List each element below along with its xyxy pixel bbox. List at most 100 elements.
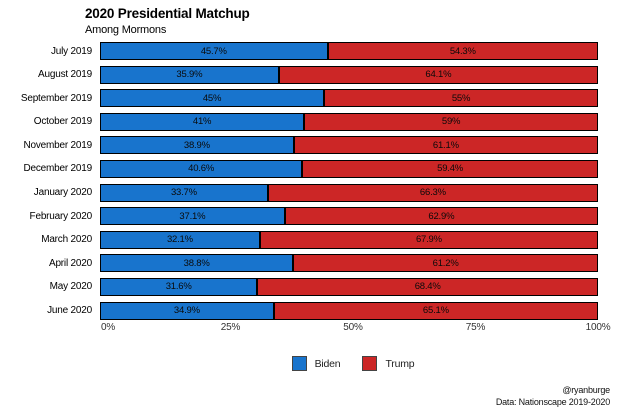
category-label: January 2020 [33, 187, 92, 199]
category-label: June 2020 [47, 305, 92, 317]
bar-segment-trump: 68.4% [257, 277, 598, 296]
bar-segment-trump: 55% [324, 89, 598, 108]
bar-value-label: 55% [451, 92, 471, 104]
bar-segment-biden: 45.7% [100, 42, 328, 60]
legend-swatch-trump [362, 356, 378, 371]
x-axis-tick-label: 75% [465, 322, 486, 333]
credit-text: @ryanburge [562, 385, 610, 395]
bar-segment-trump: 65.1% [273, 301, 598, 320]
stacked-bar: 40.6% 59.4% [100, 159, 598, 178]
x-axis-tick-label: 50% [343, 322, 363, 333]
chart-row: September 2019 45% 55% [0, 89, 598, 108]
x-axis: 0% 25% 50% 75% 100% [101, 322, 611, 336]
chart-row: December 2019 40.6% 59.4% [0, 159, 598, 178]
attribution: @ryanburge Data: Nationscape 2019-2020 [496, 384, 610, 408]
bar-value-label: 34.9% [173, 305, 200, 317]
legend: Biden Trump [108, 356, 598, 371]
category-label: March 2020 [41, 234, 92, 246]
bar-segment-trump: 66.3% [267, 183, 598, 202]
bar-segment-biden: 31.6% [100, 277, 258, 296]
chart-row: May 2020 31.6% 68.4% [0, 277, 598, 296]
category-label: May 2020 [49, 281, 93, 293]
bar-segment-trump: 59.4% [302, 159, 598, 178]
chart-row: March 2020 32.1% 67.9% [0, 230, 598, 249]
bar-segment-biden: 40.6% [100, 159, 303, 178]
bar-value-label: 61.1% [432, 139, 459, 151]
bar-segment-trump: 62.9% [284, 207, 598, 226]
category-label: October 2019 [33, 116, 92, 128]
category-label: December 2019 [23, 163, 92, 175]
stacked-bar: 33.7% 66.3% [100, 183, 598, 202]
legend-label: Biden [314, 357, 341, 370]
bar-value-label: 31.6% [165, 281, 192, 293]
stacked-bar: 45% 55% [100, 89, 598, 108]
bar-value-label: 64.1% [425, 69, 452, 81]
x-axis-tick-label: 100% [585, 322, 611, 333]
chart-title: 2020 Presidential Matchup [85, 6, 250, 21]
bar-segment-biden: 35.9% [100, 65, 279, 84]
stacked-bar: 34.9% 65.1% [100, 301, 598, 320]
bar-segment-biden: 33.7% [100, 183, 268, 202]
bar-value-label: 37.1% [179, 210, 206, 222]
x-axis-tick-label: 25% [220, 322, 241, 333]
category-label: April 2020 [48, 257, 92, 269]
bar-value-label: 61.2% [432, 257, 459, 269]
category-label: August 2019 [38, 69, 92, 81]
chart-row: February 2020 37.1% 62.9% [0, 207, 598, 226]
bar-value-label: 38.8% [183, 257, 210, 269]
bar-value-label: 40.6% [188, 163, 215, 175]
stacked-bar: 37.1% 62.9% [100, 207, 598, 226]
bar-segment-trump: 61.2% [293, 254, 598, 273]
chart-subtitle: Among Mormons [85, 24, 167, 36]
bar-segment-trump: 64.1% [278, 65, 598, 84]
bar-value-label: 41% [192, 116, 212, 128]
bar-value-label: 65.1% [422, 305, 449, 317]
bar-value-label: 62.9% [428, 210, 455, 222]
bar-value-label: 33.7% [170, 187, 197, 199]
bar-segment-trump: 67.9% [259, 230, 598, 249]
x-axis-tick-label: 0% [100, 322, 116, 333]
bar-segment-biden: 45% [100, 89, 325, 108]
chart-row: June 2020 34.9% 65.1% [0, 301, 598, 320]
category-label: July 2019 [50, 45, 92, 57]
bar-value-label: 45.7% [200, 45, 227, 57]
bar-segment-trump: 61.1% [293, 136, 598, 155]
bar-value-label: 68.4% [414, 281, 441, 293]
bar-value-label: 35.9% [176, 69, 203, 81]
chart-row: October 2019 41% 59% [0, 112, 598, 131]
bar-value-label: 54.3% [449, 45, 476, 57]
bar-value-label: 59.4% [437, 163, 464, 175]
legend-item-trump: Trump [362, 356, 415, 371]
chart-row: November 2019 38.9% 61.1% [0, 136, 598, 155]
legend-item-biden: Biden [291, 356, 341, 371]
bar-value-label: 32.1% [166, 234, 193, 246]
bar-value-label: 38.9% [183, 139, 210, 151]
bar-segment-biden: 38.8% [100, 254, 294, 273]
stacked-bar: 38.8% 61.2% [100, 254, 598, 273]
stacked-bar: 32.1% 67.9% [100, 230, 598, 249]
stacked-bar: 41% 59% [100, 112, 598, 131]
bar-value-label: 67.9% [415, 234, 442, 246]
chart-row: April 2020 38.8% 61.2% [0, 254, 598, 273]
stacked-bar: 35.9% 64.1% [100, 65, 598, 84]
bar-segment-biden: 41% [100, 112, 305, 131]
bar-value-label: 45% [202, 92, 222, 104]
category-label: February 2020 [29, 210, 93, 222]
bar-segment-biden: 34.9% [100, 301, 274, 320]
category-label: September 2019 [20, 92, 92, 104]
bar-segment-trump: 59% [304, 112, 598, 131]
chart-row: July 2019 45.7% 54.3% [0, 42, 598, 60]
source-text: Data: Nationscape 2019-2020 [495, 397, 610, 407]
chart-rows: July 2019 45.7% 54.3% August 2019 35.9% 64.1%… [0, 42, 598, 320]
bar-value-label: 66.3% [419, 187, 446, 199]
chart-row: January 2020 33.7% 66.3% [0, 183, 598, 202]
legend-label: Trump [385, 357, 415, 370]
bar-value-label: 59% [441, 116, 461, 128]
stacked-bar: 38.9% 61.1% [100, 136, 598, 155]
stacked-bar: 45.7% 54.3% [100, 42, 598, 60]
bar-segment-biden: 32.1% [100, 230, 260, 249]
legend-swatch-biden [291, 356, 307, 371]
chart-row: August 2019 35.9% 64.1% [0, 65, 598, 84]
category-label: November 2019 [23, 139, 92, 151]
